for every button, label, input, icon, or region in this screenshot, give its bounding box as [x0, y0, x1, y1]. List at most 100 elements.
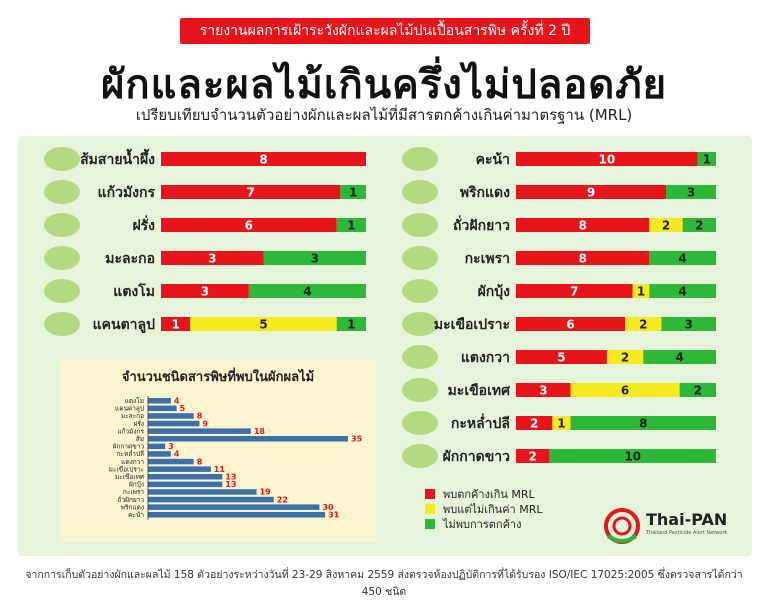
- bar-segment: [649, 218, 683, 232]
- category-label: แตงกวา: [461, 350, 510, 366]
- inset-bar: [148, 420, 200, 427]
- data-label: 4: [678, 252, 686, 266]
- bar-segment: [516, 152, 698, 166]
- produce-image: [402, 345, 438, 369]
- data-label: 1: [557, 417, 565, 431]
- bar-segment: [606, 350, 644, 364]
- bar-segment: [161, 284, 249, 298]
- inset-value-label: 3: [168, 442, 174, 451]
- bar-segment: [643, 350, 716, 364]
- legend-label: พบแต่ไม่เกินค่า MRL: [443, 502, 543, 516]
- bar-segment: [340, 185, 366, 199]
- bar-segment: [697, 152, 716, 166]
- inset-category-label: ผักกาดขาว: [113, 443, 145, 451]
- category-label: พริกแดง: [460, 185, 510, 201]
- legend-swatch-over: [425, 488, 435, 499]
- data-label: 8: [639, 417, 647, 431]
- inset-value-label: 18: [254, 427, 266, 436]
- produce-image: [402, 279, 438, 303]
- page-title: ผักและผลไม้เกินครึ่งไม่ปลอดภัย: [100, 62, 668, 108]
- produce-image: [402, 213, 438, 237]
- data-label: 4: [678, 285, 686, 299]
- thai-pan-logo: Thai-PAN Thailand Pesticide Alert Networ…: [602, 506, 752, 546]
- legend-swatch-none: [425, 518, 435, 529]
- category-label: ผักกาดขาว: [443, 449, 511, 465]
- bar-segment: [516, 218, 650, 232]
- inset-value-label: 11: [214, 465, 226, 474]
- bar-segment: [516, 416, 553, 430]
- inset-value-label: 22: [277, 495, 288, 504]
- data-label: 8: [578, 252, 586, 266]
- data-label: 1: [171, 318, 179, 332]
- inset-bar: [148, 458, 194, 465]
- inset-value-label: 13: [225, 473, 236, 482]
- category-label: ผักบุ้ง: [478, 284, 511, 300]
- category-label: มะเขือเทศ: [448, 383, 512, 399]
- inset-value-label: 35: [351, 435, 363, 444]
- bar-segment: [570, 416, 716, 430]
- inset-bar: [148, 466, 211, 472]
- data-label: 2: [695, 219, 703, 233]
- bar-segment: [190, 317, 337, 331]
- data-label: 2: [662, 219, 670, 233]
- data-label: 1: [703, 153, 711, 167]
- logo-subtitle: Thailand Pesticide Alert Network: [646, 530, 728, 536]
- inset-chart: จำนวนชนิดสารพิษที่พบในผักผลไม้ แตงโม 4 แคน…: [60, 360, 376, 542]
- inset-bar: [148, 481, 223, 488]
- bar-segment: [570, 383, 680, 397]
- inset-value-label: 9: [202, 419, 208, 428]
- category-label: ถั่วฝักยาว: [453, 215, 510, 234]
- inset-category-label: ผักบุ้ง: [129, 481, 144, 489]
- inset-category-label: ส้ม: [136, 435, 144, 443]
- data-label: 3: [539, 384, 547, 398]
- data-label: 10: [599, 153, 616, 167]
- inset-value-label: 8: [197, 412, 203, 421]
- inset-bar: [148, 489, 257, 495]
- inset-category-label: มะละกอ: [121, 412, 144, 420]
- inset-chart-title: จำนวนชนิดสารพิษที่พบในผักผลไม้: [121, 370, 315, 385]
- bar-segment: [516, 383, 571, 397]
- inset-value-label: 5: [180, 404, 186, 413]
- report-banner: รายงานผลการเฝ้าระวังผักและผลไม้ปนเปื้อนส…: [180, 18, 590, 65]
- legend-label: พบตกค้างเกิน MRL: [443, 487, 535, 501]
- produce-image: [402, 444, 438, 468]
- bar-segment: [679, 383, 716, 397]
- data-label: 5: [557, 351, 565, 365]
- data-label: 4: [303, 285, 311, 299]
- produce-image: [402, 147, 438, 171]
- produce-image: [402, 312, 438, 336]
- inset-category-label: คะน้า: [128, 511, 144, 519]
- bar-segment: [336, 317, 366, 331]
- produce-image: [44, 147, 80, 171]
- legend-item-over: พบตกค้างเกิน MRL: [425, 486, 542, 501]
- page-subtitle: เปรียบเทียบจำนวนตัวอย่างผักและผลไม้ที่มี…: [135, 106, 633, 124]
- bar-segment: [516, 449, 550, 463]
- bar-segment: [161, 218, 337, 232]
- bar-segment: [682, 218, 716, 232]
- inset-bar: [148, 496, 274, 503]
- data-label: 6: [621, 384, 629, 398]
- inset-bar: [148, 512, 326, 518]
- bar-segment: [625, 317, 662, 331]
- inset-category-label: พริกแดง: [121, 503, 144, 511]
- category-label: กะเพรา: [465, 251, 510, 267]
- category-label: คะน้า: [476, 152, 510, 168]
- data-label: 3: [311, 252, 319, 266]
- inset-value-label: 13: [225, 480, 236, 489]
- legend-item-under: พบแต่ไม่เกินค่า MRL: [425, 501, 542, 516]
- legend-item-none: ไม่พบการตกค้าง: [425, 516, 542, 531]
- category-label: ส้มสายน้ำผึ้ง: [80, 148, 155, 168]
- data-label: 10: [624, 450, 641, 464]
- produce-image: [402, 411, 438, 435]
- data-label: 2: [530, 417, 538, 431]
- category-label: แก้วมังกร: [98, 185, 156, 201]
- inset-value-label: 19: [260, 488, 272, 497]
- bar-segment: [516, 350, 607, 364]
- inset-category-label: ฝรั่ง: [134, 419, 144, 428]
- inset-category-label: แตงโม: [125, 397, 144, 405]
- bar-segment: [336, 218, 366, 232]
- bar-segment: [649, 284, 716, 298]
- bar-segment: [516, 284, 633, 298]
- inset-bar: [148, 504, 320, 510]
